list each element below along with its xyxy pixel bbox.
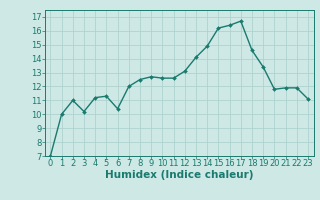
X-axis label: Humidex (Indice chaleur): Humidex (Indice chaleur) xyxy=(105,170,253,180)
